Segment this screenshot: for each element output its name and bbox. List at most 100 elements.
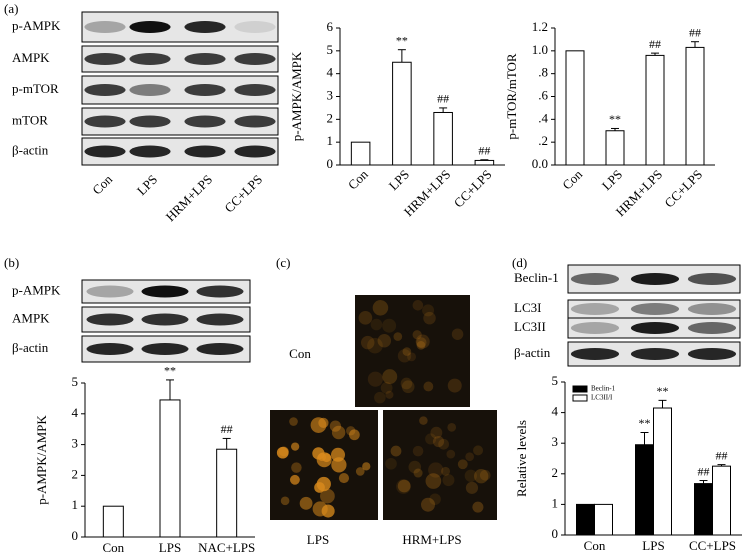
y-tick-label: 4 — [72, 405, 79, 420]
cell — [360, 335, 375, 350]
bar — [694, 483, 713, 536]
cell — [421, 497, 436, 512]
blot-band — [86, 285, 134, 298]
blot-row-label: β-actin — [12, 142, 49, 157]
panel-label: (b) — [4, 255, 19, 270]
y-tick-label: .4 — [538, 110, 548, 125]
bar — [350, 141, 371, 166]
cell — [396, 479, 411, 494]
y-tick-label: 1.0 — [532, 42, 548, 57]
bar — [216, 448, 238, 538]
blot-band — [687, 322, 737, 334]
y-tick-label: 1 — [72, 497, 79, 512]
blot-lane-label: LPS — [134, 172, 160, 198]
blot-band — [570, 303, 620, 315]
significance-label: ** — [609, 112, 621, 126]
y-tick-label: 1 — [552, 495, 559, 510]
significance-label: ## — [221, 422, 233, 436]
y-axis-label: p-AMPK/AMPK — [34, 415, 49, 505]
blot-row-label: β-actin — [514, 345, 551, 360]
bar — [102, 505, 124, 538]
cell — [416, 340, 426, 350]
image-label: HRM+LPS — [402, 532, 461, 547]
y-tick-label: 2 — [552, 465, 559, 480]
y-tick-label: 4 — [552, 404, 559, 419]
cell — [338, 473, 350, 484]
x-tick-label: Con — [559, 166, 585, 192]
cell — [407, 352, 417, 362]
blot-band — [234, 53, 276, 65]
legend-swatch — [572, 394, 588, 402]
image-label: LPS — [307, 532, 329, 547]
blot-band — [84, 115, 126, 128]
blot-band — [196, 343, 244, 355]
bar — [635, 444, 654, 536]
cell — [441, 466, 451, 476]
cell — [412, 330, 422, 340]
cell — [289, 474, 300, 485]
cell — [321, 504, 335, 518]
bar — [565, 50, 585, 166]
blot-band — [141, 285, 189, 298]
blot-band — [687, 348, 737, 360]
x-tick-label: Con — [345, 166, 371, 192]
blot-band — [184, 21, 226, 33]
cell — [432, 435, 445, 448]
blot-band — [129, 84, 171, 96]
blot-band — [184, 53, 226, 65]
blot-band — [129, 53, 171, 65]
x-tick-label: LPS — [642, 538, 664, 553]
panel-label: (d) — [512, 255, 527, 270]
cell — [428, 462, 444, 478]
cell — [276, 446, 289, 459]
cell — [402, 347, 412, 356]
bar — [576, 503, 595, 536]
blot-band — [570, 273, 620, 285]
blot-row-label: p-mTOR — [12, 81, 59, 96]
bar — [645, 54, 665, 166]
x-tick-label: Con — [102, 540, 124, 553]
y-tick-label: 3 — [327, 87, 334, 102]
cell — [299, 496, 313, 510]
cell — [465, 452, 475, 462]
legend-label: Beclin-1 — [591, 385, 616, 393]
blot-band — [630, 273, 680, 285]
bar — [159, 399, 181, 538]
y-tick-label: 2 — [72, 466, 79, 481]
blot-band — [129, 21, 171, 33]
cell — [385, 390, 394, 399]
image-label: Con — [289, 346, 311, 361]
cell — [429, 493, 441, 505]
blot-band — [234, 115, 276, 128]
cell — [473, 445, 484, 456]
blot-strip — [81, 11, 279, 43]
y-tick-label: 2 — [327, 110, 334, 125]
blot-band — [184, 84, 226, 96]
cell — [382, 318, 397, 333]
y-axis-label: Relative levels — [514, 420, 529, 497]
bar — [712, 465, 731, 536]
blot-lane-label: Con — [89, 171, 115, 197]
y-tick-label: 0.0 — [532, 156, 548, 171]
significance-label: ## — [649, 37, 661, 51]
significance-label: ## — [689, 25, 701, 39]
blot-band — [234, 21, 276, 33]
significance-label: ** — [164, 364, 176, 378]
blot-band — [86, 313, 134, 326]
cell — [331, 425, 346, 440]
cell — [385, 457, 397, 470]
cell — [367, 371, 383, 387]
panel-label: (a) — [4, 1, 18, 16]
cell — [382, 369, 398, 385]
blot-band — [196, 313, 244, 326]
blot-row-label: β-actin — [12, 340, 49, 355]
legend-swatch — [572, 385, 588, 393]
blot-row-label: AMPK — [12, 310, 50, 325]
blot-band — [141, 343, 189, 355]
cell — [447, 422, 457, 432]
blot-band — [630, 348, 680, 360]
blot-band — [196, 285, 244, 298]
cell — [310, 417, 327, 433]
cell — [465, 481, 479, 494]
cell — [367, 337, 383, 354]
